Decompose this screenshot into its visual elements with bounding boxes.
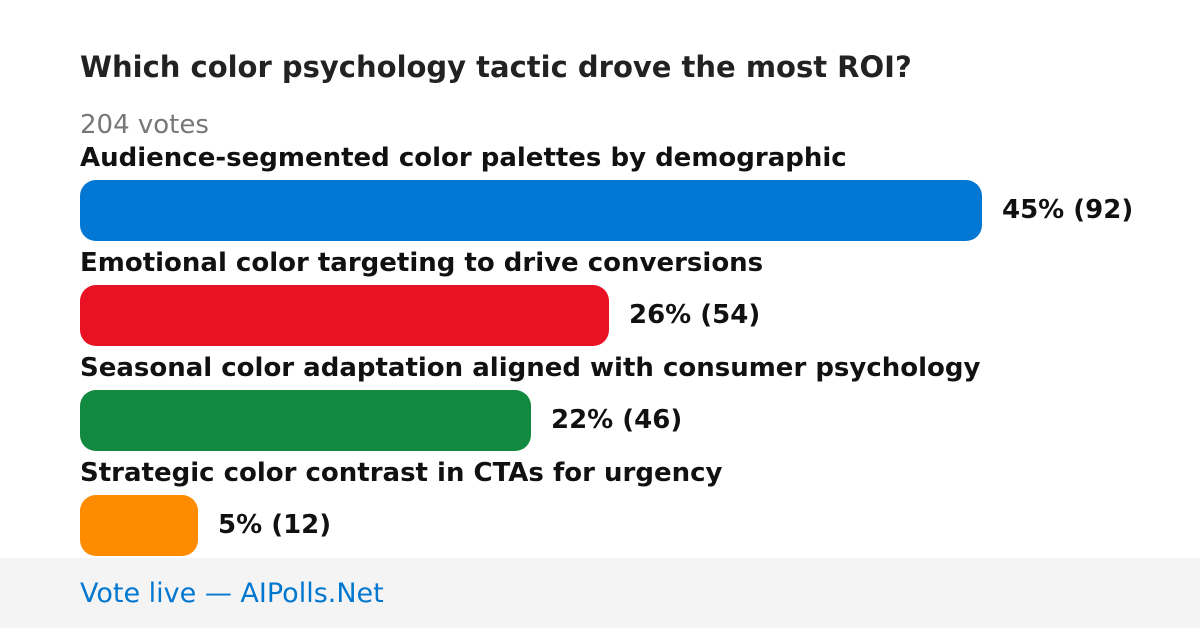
option-label: Audience-segmented color palettes by dem… xyxy=(80,143,847,173)
result-bar xyxy=(80,285,609,346)
poll-title: Which color psychology tactic drove the … xyxy=(80,50,912,84)
option-label: Strategic color contrast in CTAs for urg… xyxy=(80,458,723,488)
option-label: Seasonal color adaptation aligned with c… xyxy=(80,353,981,383)
result-value-label: 45% (92) xyxy=(1002,195,1134,225)
result-value-label: 26% (54) xyxy=(629,300,761,330)
option-label: Emotional color targeting to drive conve… xyxy=(80,248,764,278)
footer-bar: Vote live — AIPolls.Net xyxy=(0,558,1200,628)
result-bar xyxy=(80,180,982,241)
vote-live-link[interactable]: Vote live — AIPolls.Net xyxy=(80,578,384,609)
result-bar xyxy=(80,390,531,451)
result-value-label: 5% (12) xyxy=(218,510,332,540)
result-bar xyxy=(80,495,198,556)
result-value-label: 22% (46) xyxy=(551,405,683,435)
vote-count: 204 votes xyxy=(80,110,209,140)
